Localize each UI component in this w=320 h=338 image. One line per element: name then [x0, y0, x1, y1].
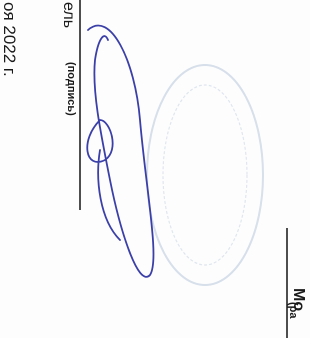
signature-caption: (подпись): [65, 62, 77, 116]
document-scan: оя 2022 г. ель (подпись) (ра Мо: [0, 0, 310, 338]
name-text: Мо: [290, 288, 307, 311]
date-text: оя 2022 г.: [0, 2, 19, 77]
page: оя 2022 г. ель (подпись) (ра Мо (() => {…: [0, 0, 320, 338]
signer-title: ель: [60, 2, 77, 28]
